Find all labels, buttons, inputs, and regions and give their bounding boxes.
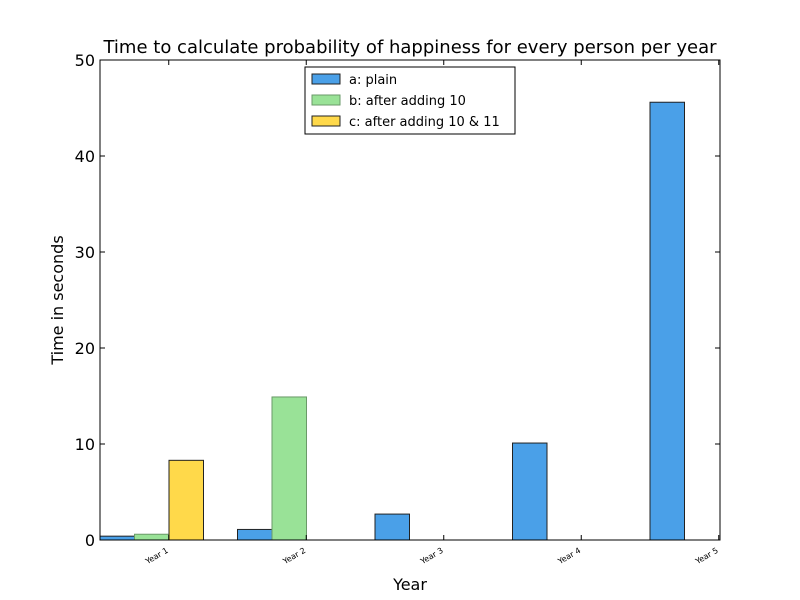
x-axis-label: Year <box>392 575 427 594</box>
legend-label: b: after adding 10 <box>349 94 466 109</box>
bar-1-3 <box>374 513 410 541</box>
legend-label: a: plain <box>349 73 397 88</box>
legend: a: plain b: after adding 10 c: after addin… <box>304 66 516 135</box>
y-tick-label: 40 <box>75 147 95 166</box>
bar-2-1 <box>134 533 170 541</box>
bar-2-2 <box>271 396 307 541</box>
bar-3-1 <box>168 459 204 541</box>
y-tick-label: 50 <box>75 51 95 70</box>
x-tick-label: Year 4 <box>556 546 583 567</box>
plot-frame <box>99 59 721 541</box>
bar-1-5 <box>649 101 685 541</box>
legend-label: c: after adding 10 & 11 <box>349 115 500 130</box>
bar-1-4 <box>512 442 548 541</box>
bars-group <box>99 101 685 541</box>
bar-1-1 <box>99 535 135 541</box>
legend-swatch <box>311 115 341 127</box>
y-axis: 0 10 20 30 40 50 <box>75 51 720 550</box>
x-tick-label: Year 1 <box>143 546 170 567</box>
x-tick-label: Year 5 <box>693 546 720 567</box>
legend-swatch <box>311 94 341 106</box>
y-tick-label: 30 <box>75 243 95 262</box>
y-tick-label: 10 <box>75 435 95 454</box>
x-tick-label: Year 2 <box>281 546 308 567</box>
x-axis: Year 1 Year 2 Year 3 Year 4 Year 5 <box>143 60 720 567</box>
legend-swatch <box>311 73 341 85</box>
y-tick-label: 20 <box>75 339 95 358</box>
y-axis-label: Time in seconds <box>48 235 67 365</box>
bar-1-2 <box>237 528 273 541</box>
y-tick-label: 0 <box>85 531 95 550</box>
x-tick-label: Year 3 <box>418 546 445 567</box>
chart-title: Time to calculate probability of happine… <box>102 37 717 58</box>
